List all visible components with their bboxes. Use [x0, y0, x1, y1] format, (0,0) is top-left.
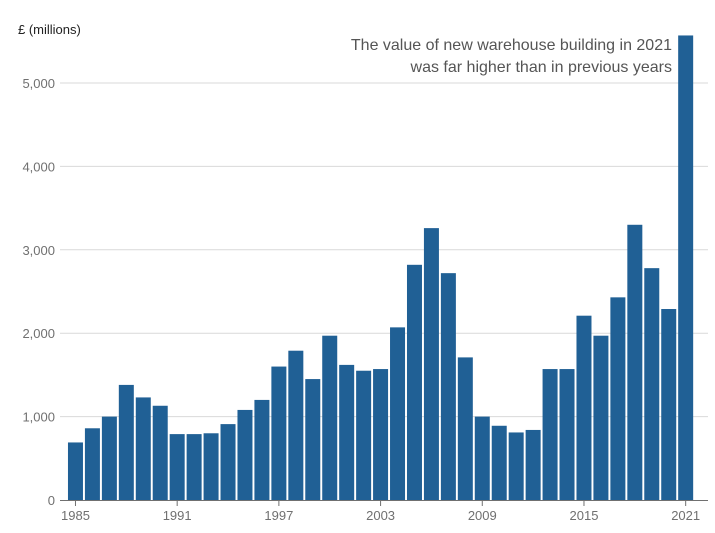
bar-2008 [457, 357, 473, 500]
x-tick-label: 1991 [163, 508, 192, 523]
y-tick-label: 4,000 [22, 159, 55, 174]
bar-2015 [576, 315, 592, 500]
bar-2017 [610, 297, 626, 500]
x-tick-label: 2021 [671, 508, 700, 523]
bar-2013 [542, 369, 558, 500]
bar-1996 [254, 399, 270, 500]
bar-1990 [152, 405, 168, 500]
x-tick-label: 2015 [570, 508, 599, 523]
bar-2011 [508, 432, 524, 500]
bar-2005 [406, 264, 422, 500]
annotation-line-2: was far higher than in previous years [410, 59, 672, 76]
bar-2001 [339, 364, 355, 500]
bar-1993 [203, 433, 219, 500]
x-tick-label: 2003 [366, 508, 395, 523]
bar-1986 [84, 428, 100, 500]
x-tick-label: 2009 [468, 508, 497, 523]
bar-2019 [644, 268, 660, 500]
y-tick-label: 3,000 [22, 243, 55, 258]
bars [67, 35, 694, 501]
x-axis: 1985 1991 1997 2003 2009 2015 2021 [60, 500, 708, 523]
x-tick-label: 1997 [264, 508, 293, 523]
bar-1985 [67, 442, 83, 500]
bar-2000 [322, 335, 338, 500]
y-tick-label: 0 [48, 493, 55, 508]
bar-2010 [491, 425, 507, 500]
bar-1995 [237, 409, 253, 500]
bar-1992 [186, 434, 202, 500]
y-tick-label: 5,000 [22, 76, 55, 91]
bar-1994 [220, 424, 236, 500]
bar-2021 [678, 35, 694, 501]
y-tick-label: 1,000 [22, 410, 55, 425]
bar-2016 [593, 335, 609, 500]
bar-1997 [271, 366, 287, 500]
bar-2018 [627, 224, 643, 500]
bar-2020 [661, 309, 677, 500]
bar-2014 [559, 369, 575, 500]
bar-1991 [169, 434, 185, 500]
bar-1999 [305, 379, 321, 500]
y-axis-unit-label: £ (millions) [18, 22, 81, 37]
bar-2007 [440, 273, 456, 500]
bar-1989 [135, 397, 151, 500]
x-tick-label: 1985 [61, 508, 90, 523]
annotation-line-1: The value of new warehouse building in 2… [351, 37, 672, 54]
y-tick-label: 2,000 [22, 326, 55, 341]
chart-annotation: The value of new warehouse building in 2… [351, 37, 672, 76]
y-axis-ticks: 0 1,000 2,000 3,000 4,000 5,000 [22, 76, 55, 508]
bar-2009 [474, 416, 490, 500]
bar-2002 [356, 370, 372, 500]
bar-2012 [525, 429, 541, 500]
bar-1998 [288, 350, 304, 500]
bar-1988 [118, 384, 134, 500]
bar-2006 [423, 228, 439, 500]
bar-1987 [101, 416, 117, 500]
bar-2003 [373, 369, 389, 500]
bar-2004 [390, 327, 406, 500]
